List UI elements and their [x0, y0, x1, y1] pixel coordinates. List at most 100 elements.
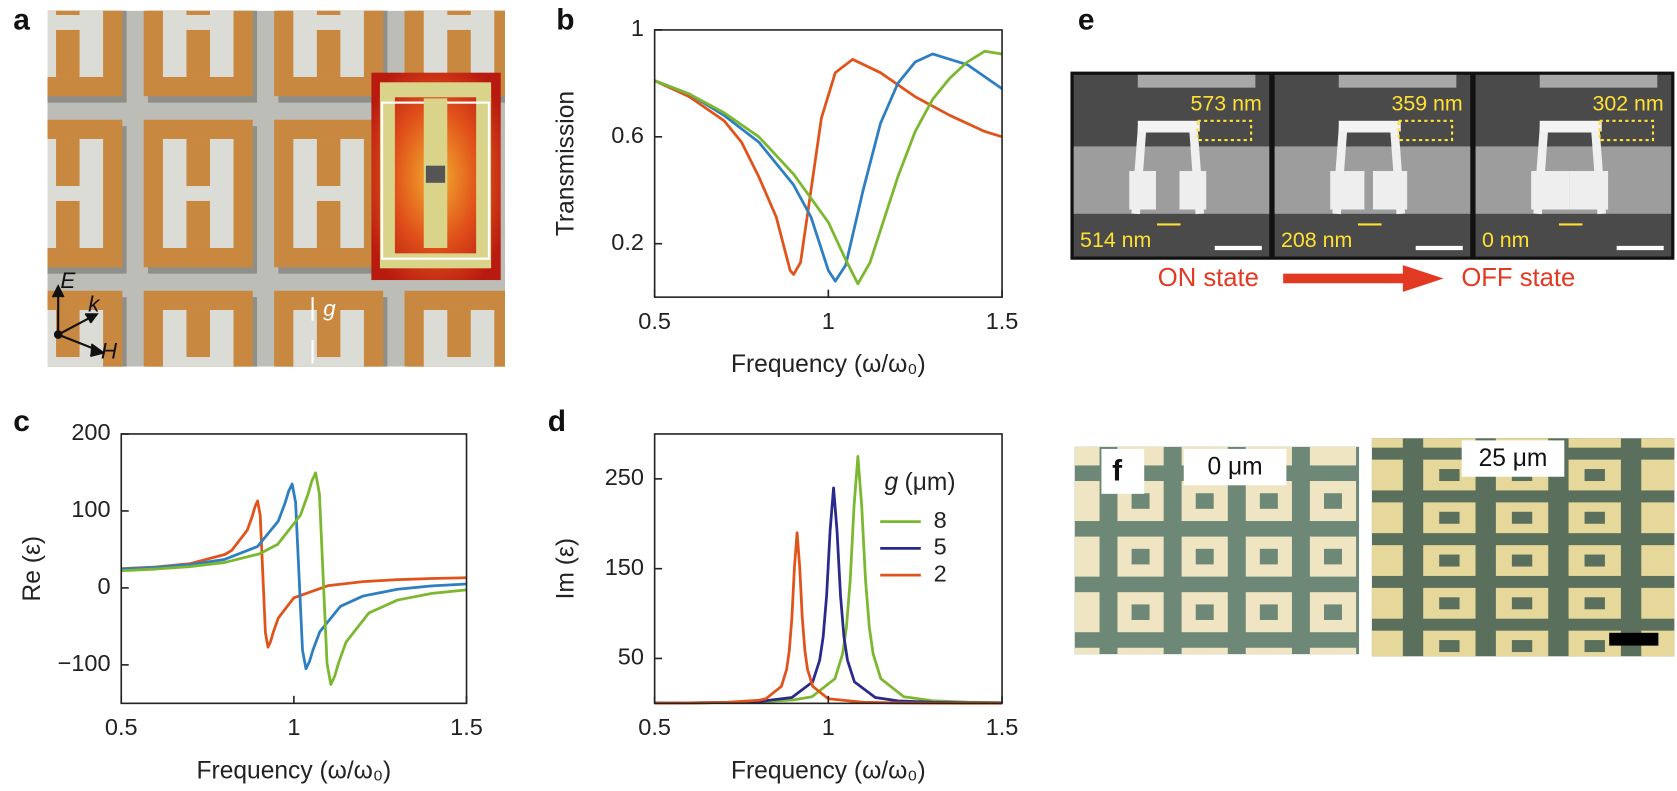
unit-cell-hole — [1584, 469, 1605, 482]
sem-beam — [1137, 120, 1200, 132]
dimension-label: 302 nm — [1592, 91, 1663, 115]
dimension-label: 573 nm — [1191, 91, 1262, 115]
unit-cell-hole — [1195, 548, 1214, 565]
unit-cell — [1074, 592, 1100, 633]
panel-label: d — [548, 405, 566, 438]
y-tick-label: 1 — [631, 15, 644, 41]
x-axis-title: Frequency (ω/ω₀) — [731, 351, 926, 378]
field-label: k — [88, 292, 101, 317]
micrographs: 0 μm 25 μm — [1074, 438, 1675, 657]
legend-label: 2 — [934, 560, 947, 586]
field-resonator — [379, 82, 492, 269]
legend-unit: (μm) — [905, 469, 956, 496]
unit-cell-hole — [1131, 548, 1150, 565]
resonator-arm — [56, 372, 80, 419]
unit-cell-hole — [1324, 548, 1342, 565]
unit-cell-hole — [1511, 640, 1533, 653]
resonator-arm — [316, 10, 341, 15]
dimension-label: 208 nm — [1281, 228, 1352, 252]
resonator-arm — [316, 29, 341, 77]
panel-label: e — [1078, 3, 1095, 36]
resonator-arm — [316, 138, 341, 186]
unit-cell-hole — [1324, 493, 1342, 509]
x-tick-label: 1.5 — [986, 308, 1019, 334]
legend-label: 5 — [934, 534, 947, 560]
unit-cell — [1641, 502, 1675, 534]
y-tick-label: 50 — [618, 644, 644, 670]
dimension-box — [1397, 119, 1454, 142]
unit-cell-hole — [1324, 604, 1342, 620]
thickness-label: 25 μm — [1479, 445, 1548, 472]
unit-cell-hole — [1195, 493, 1214, 509]
unit-cell — [1074, 536, 1100, 577]
x-tick-label: 1 — [287, 714, 300, 740]
unit-cell-hole — [1511, 511, 1533, 524]
y-tick-label: 200 — [71, 419, 110, 445]
unit-cell-hole — [1131, 604, 1150, 620]
resonator-arm — [186, 372, 210, 419]
unit-cell — [1371, 459, 1403, 491]
y-tick-label: 0.6 — [611, 122, 644, 148]
sem-images: 573 nm 514 nm 359 nm 208 nm 302 nm 0 nm — [1070, 71, 1675, 260]
resonator-arm — [316, 200, 341, 248]
sem-band — [1073, 146, 1270, 214]
sem-pad — [1330, 171, 1365, 210]
resonator-arm — [317, 372, 341, 419]
resonator-arm — [186, 200, 210, 248]
dimension-label: 0 nm — [1482, 228, 1530, 252]
unit-cell-hole — [1439, 597, 1460, 610]
unit-cell-hole — [1131, 493, 1150, 509]
unit-cell — [1371, 502, 1403, 534]
unit-cell — [1074, 446, 1100, 466]
unit-cell — [1181, 647, 1228, 655]
dimension-box — [1598, 119, 1655, 142]
thickness-label: 0 μm — [1207, 454, 1262, 481]
y-tick-label: 250 — [605, 464, 644, 490]
data-line — [654, 486, 1003, 705]
unit-cell — [1568, 438, 1621, 448]
charts: 0.2 0.6 1 0.5 1 1.5 Frequency (ω/ω₀) Transmissi… — [19, 15, 1018, 784]
unit-cell-hole — [1439, 554, 1460, 567]
resonator-arm — [316, 309, 341, 358]
unit-cell-hole — [1195, 604, 1214, 620]
x-axis-title: Frequency (ω/ω₀) — [197, 757, 392, 784]
label-box — [1183, 448, 1287, 486]
resonator-arm — [447, 29, 471, 77]
unit-cell — [1245, 647, 1292, 655]
resonator-arm — [56, 309, 80, 358]
y-tick-label: 150 — [605, 554, 644, 580]
data-line — [654, 52, 1003, 283]
resonator-arm — [447, 10, 471, 15]
sem-top — [1539, 74, 1658, 88]
unit-cell — [1641, 459, 1675, 491]
resonator-arm — [56, 138, 80, 186]
x-tick-label: 1 — [822, 308, 835, 334]
y-tick-label: −100 — [58, 650, 111, 676]
unit-cell — [1641, 438, 1675, 448]
field-label: H — [101, 339, 118, 364]
panel-label: a — [13, 3, 30, 36]
x-tick-label: 1.5 — [986, 714, 1019, 740]
dimension-box — [1196, 119, 1253, 142]
state-label: OFF state — [1461, 264, 1575, 292]
unit-cell — [1371, 587, 1403, 619]
unit-cell — [1074, 647, 1100, 655]
sem-pad — [1129, 171, 1156, 210]
sem-pad — [1372, 171, 1408, 210]
unit-cell-hole — [1584, 554, 1605, 567]
x-tick-label: 0.5 — [638, 308, 671, 334]
unit-cell-hole — [1511, 554, 1533, 567]
resonator-arm — [186, 10, 210, 15]
unit-cell — [1371, 630, 1403, 657]
unit-cell-hole — [1439, 511, 1460, 524]
resonator-arm — [186, 29, 210, 77]
legend-label: 8 — [934, 507, 947, 533]
unit-cell — [1371, 545, 1403, 576]
y-axis-title: Im (ε) — [552, 538, 579, 599]
unit-cell-hole — [1259, 548, 1278, 565]
state-arrow — [1283, 265, 1444, 292]
unit-cell-hole — [1511, 597, 1533, 610]
resonator-arm — [447, 309, 471, 358]
sem-beam — [1338, 120, 1401, 132]
